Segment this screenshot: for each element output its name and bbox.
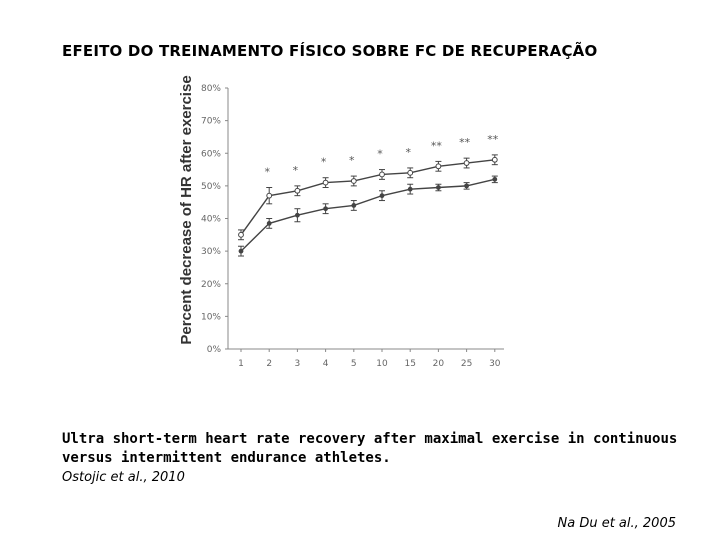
data-point <box>294 187 301 194</box>
significance-marker: ** <box>431 139 443 152</box>
series-line-1 <box>240 159 495 236</box>
x-tick-label: 15 <box>404 359 415 369</box>
data-point <box>379 193 385 199</box>
y-tick-label: 60% <box>201 149 221 159</box>
y-tick-label: 40% <box>201 215 221 225</box>
figure-caption: Ultra short-term heart rate recovery aft… <box>62 431 678 466</box>
data-point <box>295 212 300 218</box>
data-point <box>323 206 328 212</box>
significance-marker: * <box>321 156 327 169</box>
data-point <box>238 248 244 254</box>
y-tick-label: 30% <box>201 247 221 257</box>
x-tick-label: 3 <box>295 359 301 369</box>
y-tick-label: 10% <box>201 312 221 322</box>
citation-secondary: Na Du et al., 2005 <box>557 516 677 531</box>
data-point <box>238 231 244 238</box>
data-point <box>407 169 414 176</box>
x-tick-label: 5 <box>351 359 357 369</box>
data-point <box>464 183 469 189</box>
data-point <box>351 203 357 208</box>
x-tick-label: 2 <box>266 359 272 369</box>
significance-marker: * <box>349 154 355 167</box>
significance-marker: * <box>293 164 299 177</box>
significance-marker: * <box>264 166 270 179</box>
data-point <box>436 185 441 190</box>
data-point <box>463 160 470 166</box>
x-tick-label: 25 <box>461 359 472 369</box>
data-point <box>492 176 498 182</box>
x-tick-label: 30 <box>489 359 501 369</box>
x-tick-label: 1 <box>238 359 244 369</box>
y-axis-label: Percent decrease of HR after exercise <box>178 75 195 344</box>
y-tick-label: 0% <box>207 345 222 355</box>
data-point <box>322 179 329 186</box>
series-line-2 <box>240 178 495 252</box>
x-tick-label: 10 <box>376 359 388 369</box>
y-tick-label: 20% <box>201 280 221 290</box>
data-point <box>435 163 442 170</box>
data-point <box>379 171 385 178</box>
citation-primary: Ostojic et al., 2010 <box>62 470 185 485</box>
data-point <box>266 220 272 226</box>
data-point <box>407 186 413 192</box>
significance-marker: ** <box>487 133 499 146</box>
significance-marker: ** <box>459 136 471 149</box>
x-tick-label: 4 <box>323 359 329 369</box>
chart: Percent decrease of HR after exercise 0%… <box>178 75 504 369</box>
significance-marker: * <box>377 148 383 161</box>
y-tick-label: 70% <box>201 117 221 127</box>
data-point <box>350 178 357 184</box>
significance-marker: * <box>405 146 411 159</box>
y-tick-label: 50% <box>201 182 221 192</box>
data-point <box>491 156 498 163</box>
slide-title: EFEITO DO TREINAMENTO FÍSICO SOBRE FC DE… <box>62 42 598 60</box>
x-tick-label: 20 <box>433 359 445 369</box>
data-point <box>266 192 273 199</box>
y-tick-label: 80% <box>201 84 221 94</box>
